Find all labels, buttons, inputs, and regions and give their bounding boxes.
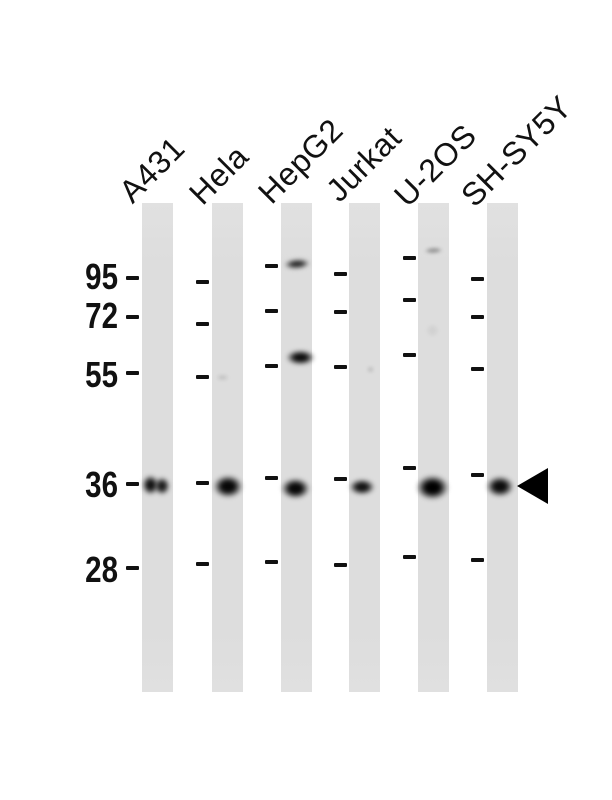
lane-strip xyxy=(487,203,518,692)
protein-band xyxy=(285,349,315,365)
mw-tick xyxy=(334,563,347,567)
mw-tick xyxy=(126,482,139,486)
mw-tick xyxy=(471,367,484,371)
mw-tick xyxy=(334,310,347,314)
protein-band xyxy=(215,373,229,381)
protein-band xyxy=(425,323,439,337)
protein-band xyxy=(486,475,514,497)
mw-tick xyxy=(471,277,484,281)
lane-strip xyxy=(142,203,173,692)
band-marker-arrow-icon xyxy=(517,468,548,504)
mw-tick xyxy=(403,555,416,559)
protein-band xyxy=(280,477,310,499)
mw-tick xyxy=(196,280,209,284)
mw-tick xyxy=(126,276,139,280)
mw-tick xyxy=(126,315,139,319)
lane-label: A431 xyxy=(111,129,192,210)
lane-strip xyxy=(281,203,312,692)
mw-tick xyxy=(196,375,209,379)
protein-band xyxy=(154,477,170,495)
protein-band xyxy=(423,246,443,254)
mw-tick xyxy=(126,566,139,570)
protein-band xyxy=(349,479,375,495)
mw-tick xyxy=(403,256,416,260)
protein-band xyxy=(415,474,449,500)
mw-tick xyxy=(196,322,209,326)
mw-tick xyxy=(471,558,484,562)
mw-tick xyxy=(471,315,484,319)
mw-tick xyxy=(403,298,416,302)
mw-tick xyxy=(126,371,139,375)
lane-strip xyxy=(418,203,449,692)
mw-tick xyxy=(403,353,416,357)
mw-marker-label: 28 xyxy=(85,549,118,590)
lane-label: Hela xyxy=(181,138,256,212)
mw-tick xyxy=(265,264,278,268)
mw-marker-label: 95 xyxy=(85,256,118,297)
mw-tick xyxy=(265,560,278,564)
protein-band xyxy=(366,365,374,373)
mw-tick xyxy=(471,473,484,477)
protein-band xyxy=(213,474,243,498)
mw-tick xyxy=(334,477,347,481)
mw-tick xyxy=(265,364,278,368)
mw-tick xyxy=(334,365,347,369)
mw-marker-label: 36 xyxy=(85,464,118,505)
lane-strip xyxy=(212,203,243,692)
mw-tick xyxy=(196,562,209,566)
mw-tick xyxy=(334,272,347,276)
mw-tick xyxy=(403,466,416,470)
mw-tick xyxy=(265,309,278,313)
mw-marker-label: 55 xyxy=(85,354,118,395)
mw-marker-label: 72 xyxy=(85,295,118,336)
mw-tick xyxy=(265,476,278,480)
mw-tick xyxy=(196,481,209,485)
lane-strip xyxy=(349,203,380,692)
